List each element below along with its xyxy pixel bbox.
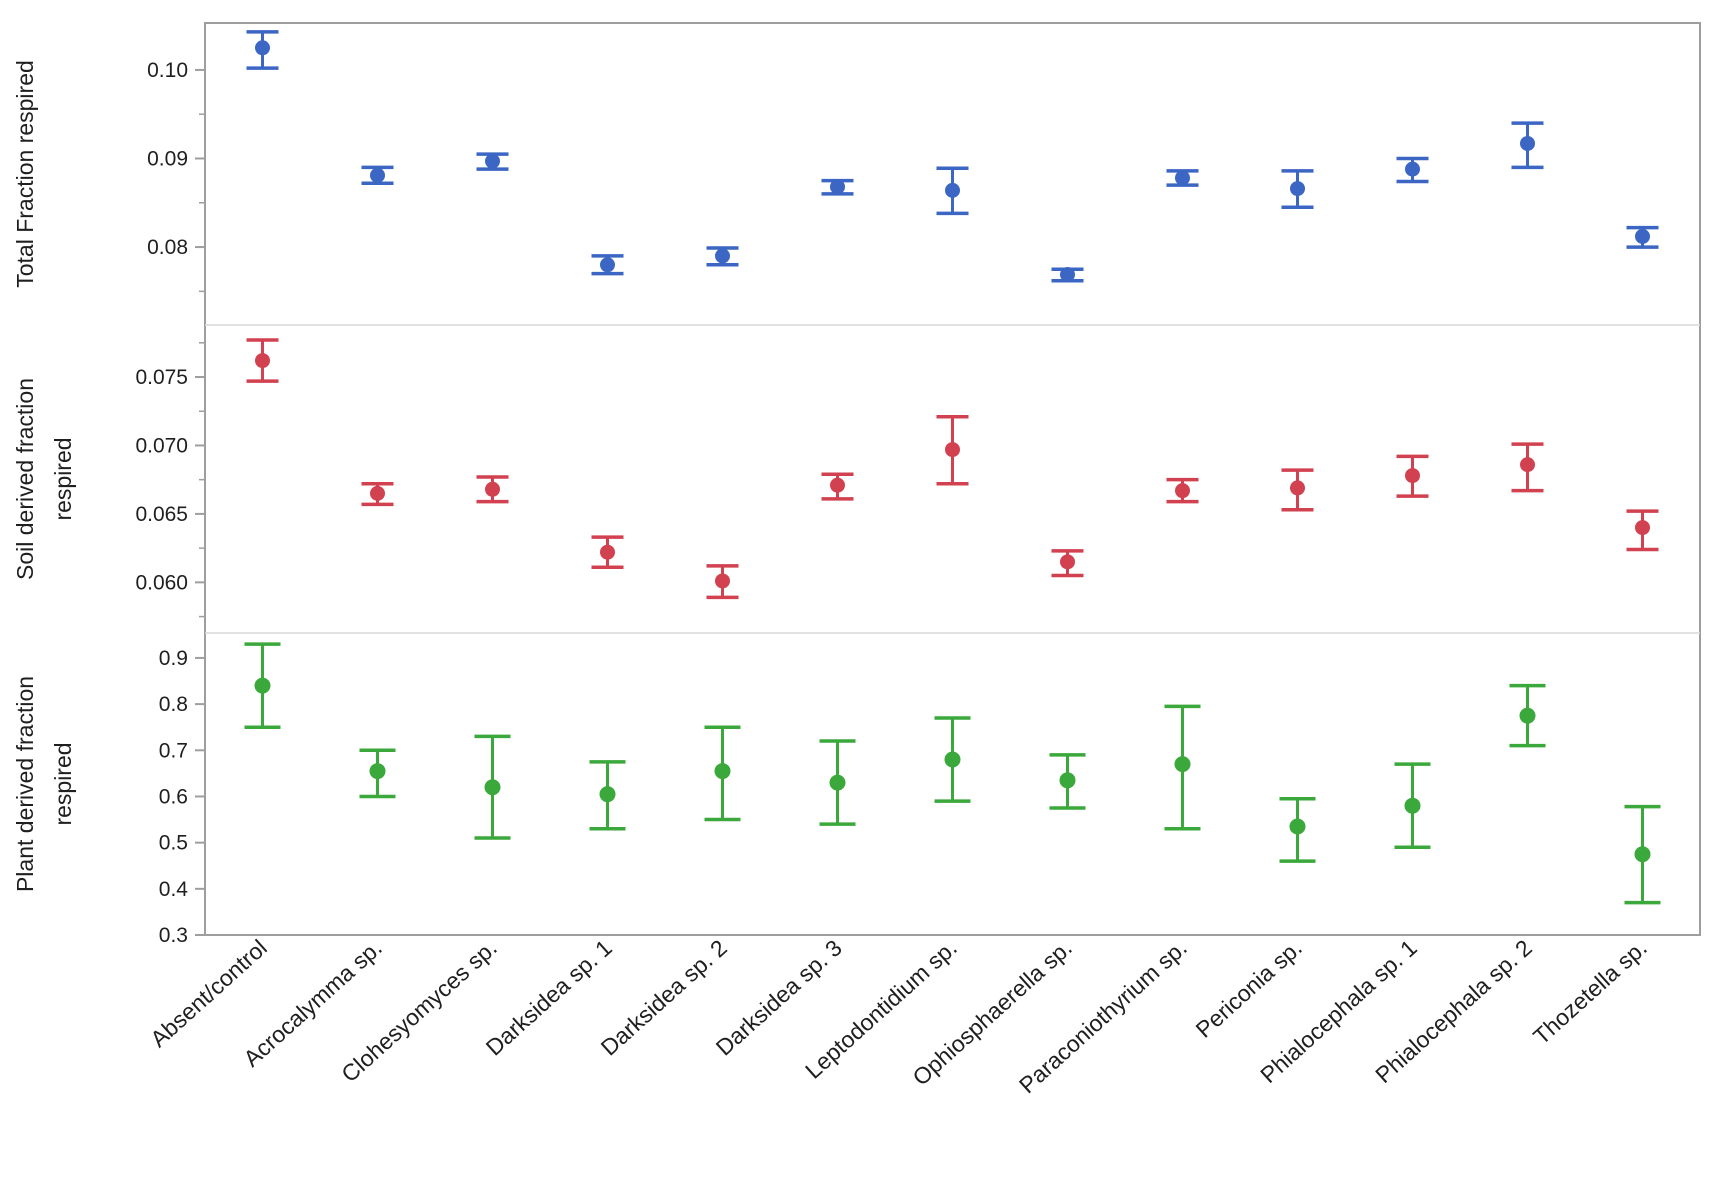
y-axis-title: respired [50, 437, 76, 520]
data-point [600, 544, 615, 560]
y-axis-title: Soil derived fraction [12, 378, 38, 580]
data-point [1290, 480, 1305, 496]
y-tick-label: 0.8 [159, 693, 188, 716]
data-point [255, 40, 270, 56]
data-point [254, 677, 271, 694]
y-tick-label: 0.09 [147, 148, 188, 171]
data-point [599, 786, 616, 803]
data-point [715, 573, 730, 589]
y-tick-label: 0.6 [159, 785, 188, 808]
data-point [369, 763, 386, 780]
y-tick-label: 0.065 [135, 503, 188, 526]
y-axis-title: Plant derived fraction [12, 676, 38, 892]
data-point [829, 774, 846, 791]
data-point [1175, 170, 1190, 186]
data-point [370, 167, 385, 183]
data-point [600, 257, 615, 273]
data-point [1059, 772, 1076, 789]
data-point [830, 477, 845, 493]
data-point [484, 779, 501, 796]
data-point [1405, 468, 1420, 484]
data-point [1404, 797, 1421, 814]
data-point [1405, 161, 1420, 177]
data-point [1520, 135, 1535, 151]
data-point [1634, 846, 1651, 863]
y-tick-label: 0.075 [135, 366, 188, 389]
y-tick-label: 0.9 [159, 647, 188, 670]
y-tick-label: 0.3 [159, 924, 188, 947]
data-point [485, 481, 500, 497]
data-point [255, 353, 270, 369]
y-tick-label: 0.060 [135, 571, 188, 594]
data-point [1290, 181, 1305, 197]
data-point [1519, 707, 1536, 724]
data-point [1635, 228, 1650, 244]
data-point [1060, 554, 1075, 570]
data-point [1175, 483, 1190, 499]
y-tick-label: 0.070 [135, 434, 188, 457]
data-point [944, 751, 961, 768]
data-point [485, 153, 500, 169]
y-tick-label: 0.10 [147, 59, 188, 82]
series-plant-derived-fraction-respired [244, 642, 1661, 905]
series-total-fraction-respired [246, 30, 1659, 283]
data-point [945, 442, 960, 458]
data-point [1635, 520, 1650, 536]
data-point [1289, 818, 1306, 835]
data-point [945, 182, 960, 198]
data-point [370, 485, 385, 501]
y-tick-label: 0.08 [147, 236, 188, 259]
data-point [1060, 267, 1075, 283]
data-point [1174, 756, 1191, 773]
data-point [1520, 457, 1535, 473]
y-tick-label: 0.7 [159, 739, 188, 762]
data-point [830, 179, 845, 195]
series-soil-derived-fraction-respired [246, 338, 1659, 600]
data-point [714, 763, 731, 780]
y-tick-label: 0.4 [159, 878, 189, 901]
y-tick-label: 0.5 [159, 832, 188, 855]
y-axis-title: respired [50, 742, 76, 825]
data-point [715, 248, 730, 264]
y-axis-title: Total Fraction respired [12, 60, 38, 288]
